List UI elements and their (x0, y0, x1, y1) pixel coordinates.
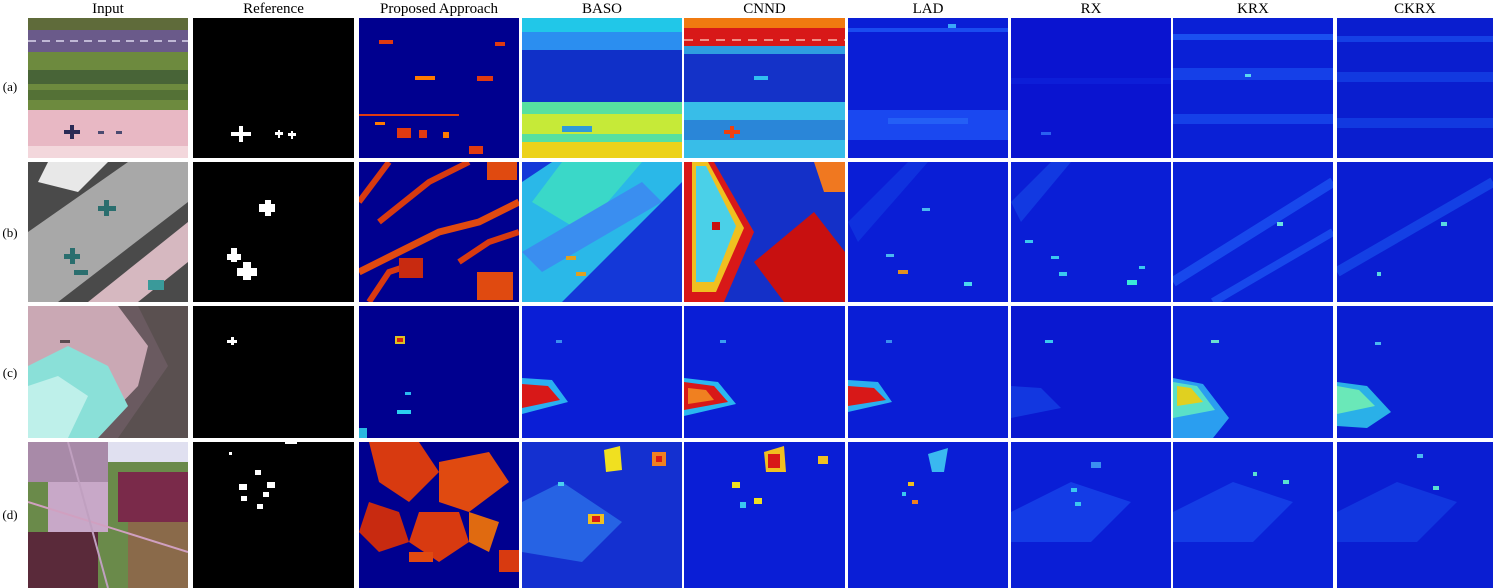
row-label-a: (a) (2, 79, 18, 94)
image-rx-d (1011, 442, 1171, 588)
image-ckrx-d (1337, 442, 1493, 588)
image-input-b (28, 162, 188, 302)
image-cnnd-c (684, 306, 845, 438)
image-krx-b (1173, 162, 1333, 302)
column-header-proposed-approach: Proposed Approach (380, 1, 498, 17)
image-ckrx-c (1337, 306, 1493, 438)
image-proposed-approach-c (359, 306, 519, 438)
image-rx-b (1011, 162, 1171, 302)
image-lad-a (848, 18, 1008, 158)
image-reference-c (193, 306, 354, 438)
image-proposed-approach-a (359, 18, 519, 158)
image-input-a (28, 18, 188, 158)
row-label-d: (d) (2, 507, 18, 522)
image-input-c (28, 306, 188, 438)
row-label-b: (b) (2, 225, 18, 240)
image-cnnd-a (684, 18, 845, 158)
image-lad-d (848, 442, 1008, 588)
column-header-lad: LAD (912, 1, 944, 17)
image-baso-d (522, 442, 682, 588)
column-header-input: Input (92, 1, 124, 17)
image-lad-c (848, 306, 1008, 438)
column-header-rx: RX (1080, 1, 1102, 17)
image-ckrx-a (1337, 18, 1493, 158)
image-rx-a (1011, 18, 1171, 158)
column-header-reference: Reference (243, 1, 304, 17)
image-baso-c (522, 306, 682, 438)
image-krx-c (1173, 306, 1333, 438)
image-krx-d (1173, 442, 1333, 588)
image-ckrx-b (1337, 162, 1493, 302)
column-header-baso: BASO (581, 1, 622, 17)
row-label-c: (c) (2, 365, 18, 380)
image-cnnd-b (684, 162, 845, 302)
image-lad-b (848, 162, 1008, 302)
column-header-cnnd: CNND (743, 1, 786, 17)
image-rx-c (1011, 306, 1171, 438)
image-cnnd-d (684, 442, 845, 588)
image-baso-a (522, 18, 682, 158)
image-reference-b (193, 162, 354, 302)
image-proposed-approach-d (359, 442, 519, 588)
image-krx-a (1173, 18, 1333, 158)
image-baso-b (522, 162, 682, 302)
image-reference-d (193, 442, 354, 588)
image-input-d (28, 442, 188, 588)
column-header-ckrx: CKRX (1394, 1, 1436, 17)
image-proposed-approach-b (359, 162, 519, 302)
image-reference-a (193, 18, 354, 158)
column-header-krx: KRX (1237, 1, 1269, 17)
